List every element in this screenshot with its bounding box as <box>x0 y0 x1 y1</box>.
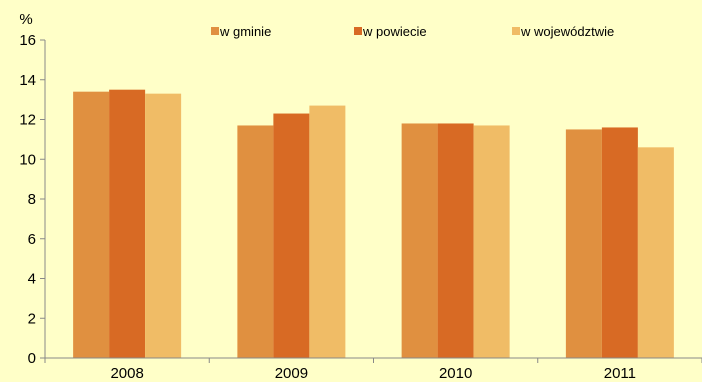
bar-2008-series-1 <box>73 91 110 359</box>
bar-2009-series-1 <box>237 125 274 359</box>
bar-2009-series-2 <box>273 113 310 358</box>
bar-2011-series-2 <box>601 127 638 358</box>
x-tick-label-2009: 2009 <box>275 365 308 382</box>
bar-2011-series-3 <box>637 147 674 358</box>
y-tick-label: 2 <box>28 310 36 327</box>
y-tick-label: 16 <box>19 32 36 49</box>
x-tick-label-2011: 2011 <box>604 365 636 382</box>
axes-group: 0 2 4 6 8 10 12 14 16 2008 2009 2010 2011 <box>19 32 702 382</box>
bar-2009-series-3 <box>309 105 346 359</box>
bar-2008-series-2 <box>109 89 146 358</box>
bar-2008-series-3 <box>145 93 182 358</box>
legend-swatch-series-3 <box>512 27 520 35</box>
bars-group <box>73 89 674 359</box>
bar-2010-series-2 <box>437 123 474 358</box>
y-tick-label: 10 <box>19 151 36 168</box>
legend-swatch-series-2 <box>354 27 362 35</box>
bar-2010-series-3 <box>473 125 510 359</box>
legend-swatch-series-1 <box>211 27 219 35</box>
x-tick-label-2010: 2010 <box>439 365 472 382</box>
x-tick-label-2008: 2008 <box>110 365 143 382</box>
y-tick-label: 14 <box>19 72 36 89</box>
y-tick-label: 4 <box>28 271 36 288</box>
y-tick-label: 0 <box>28 350 36 367</box>
y-tick-label: 12 <box>19 112 36 129</box>
y-tick-label: 8 <box>28 191 36 208</box>
legend: w gminie w powiecie w województwie <box>211 24 614 39</box>
bar-2010-series-1 <box>401 123 438 358</box>
bar-2011-series-1 <box>565 129 602 358</box>
legend-label-series-3: w województwie <box>520 24 614 39</box>
y-tick-label: 6 <box>28 231 36 248</box>
legend-label-series-1: w gminie <box>219 24 271 39</box>
legend-label-series-2: w powiecie <box>362 24 427 39</box>
y-axis-unit-label: % <box>19 11 32 28</box>
